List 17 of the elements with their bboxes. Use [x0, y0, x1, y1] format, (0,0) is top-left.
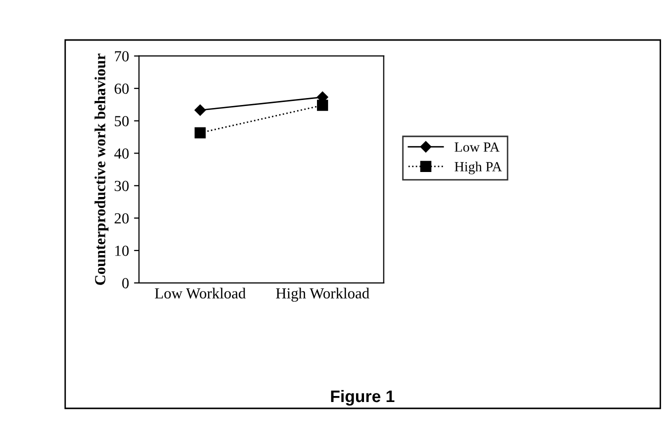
y-tick-label: 20: [114, 213, 129, 224]
point: [194, 127, 206, 138]
y-tick-label: 40: [114, 148, 129, 159]
y-tick-label: 10: [115, 246, 129, 256]
x-tick-label: Low Workload: [154, 288, 246, 299]
legend-label: Low PA: [454, 142, 500, 152]
y-tick-label: 0: [122, 278, 129, 288]
point: [194, 104, 206, 116]
y-tick-label: 50: [114, 116, 129, 126]
legend-label: High PA: [454, 162, 502, 174]
y-tick-label: 70: [114, 51, 129, 62]
y-tick-label: 30: [114, 180, 129, 192]
y-axis-title: Counterproductive work behaviour: [94, 54, 108, 285]
caption: Figure 1: [331, 390, 394, 406]
point: [316, 100, 328, 111]
y-tick-label: 60: [114, 84, 129, 94]
x-tick-label: High Workload: [276, 288, 370, 302]
